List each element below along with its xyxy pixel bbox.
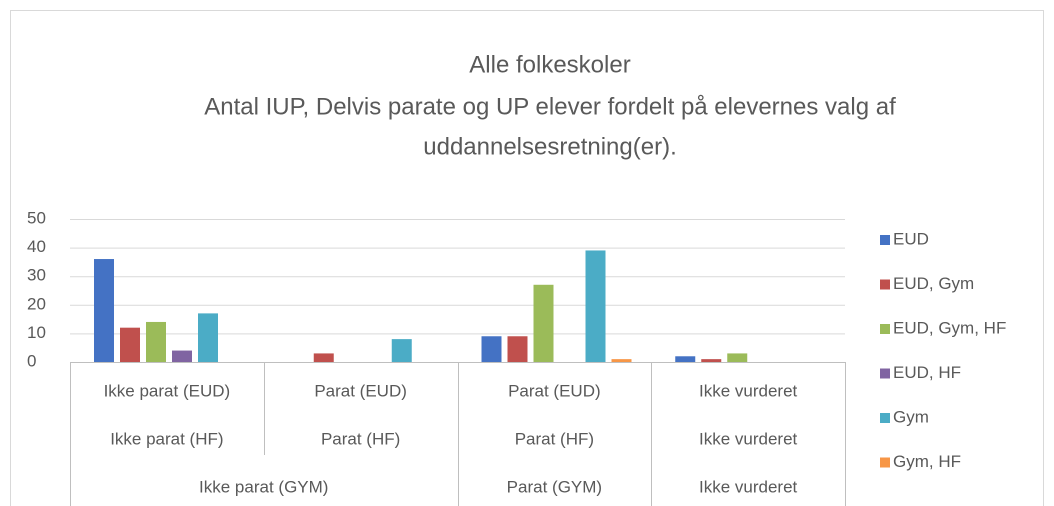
legend-swatch bbox=[880, 279, 890, 290]
legend-label: EUD, Gym bbox=[893, 274, 974, 293]
x-tick-label-level3: Parat (GYM) bbox=[507, 477, 602, 496]
x-tick-label-level3: Ikke parat (GYM) bbox=[199, 477, 328, 496]
bar bbox=[481, 336, 502, 362]
x-tick-label-level2: Ikke parat (HF) bbox=[110, 429, 223, 448]
chart-border bbox=[10, 10, 1044, 506]
x-tick-label-level2: Parat (HF) bbox=[515, 429, 594, 448]
legend-label: Gym bbox=[893, 407, 929, 426]
x-tick-label: Parat (EUD) bbox=[314, 381, 407, 400]
y-tick-label: 50 bbox=[27, 208, 46, 227]
bar bbox=[198, 313, 218, 362]
bar bbox=[727, 353, 748, 362]
bar bbox=[533, 284, 554, 362]
legend-label: Gym, HF bbox=[893, 452, 961, 471]
bar bbox=[172, 350, 192, 362]
legend-label: EUD, HF bbox=[893, 363, 961, 382]
legend-swatch bbox=[880, 368, 890, 379]
legend-swatch bbox=[880, 457, 890, 468]
bar bbox=[146, 321, 166, 362]
chart-subtitle: uddannelsesretning(er). bbox=[423, 133, 677, 160]
x-tick-label-level3: Ikke vurderet bbox=[699, 477, 798, 496]
bar bbox=[507, 336, 528, 362]
x-tick-label: Ikke parat (EUD) bbox=[104, 381, 231, 400]
bar bbox=[120, 327, 140, 362]
bar bbox=[313, 353, 334, 362]
bar bbox=[391, 339, 412, 362]
legend-label: EUD bbox=[893, 229, 929, 248]
x-tick-label: Ikke vurderet bbox=[699, 381, 798, 400]
y-tick-label: 40 bbox=[27, 237, 46, 256]
chart-subtitle: Antal IUP, Delvis parate og UP elever fo… bbox=[204, 93, 896, 120]
y-tick-label: 10 bbox=[27, 323, 46, 342]
y-tick-label: 0 bbox=[27, 351, 36, 370]
x-tick-label-level2: Ikke vurderet bbox=[699, 429, 798, 448]
legend-swatch bbox=[880, 413, 890, 423]
legend-swatch bbox=[880, 235, 890, 245]
legend-swatch bbox=[880, 324, 890, 334]
bar bbox=[611, 359, 632, 362]
bar bbox=[585, 250, 606, 362]
bar bbox=[701, 359, 722, 362]
y-tick-label: 20 bbox=[27, 294, 46, 313]
y-tick-label: 30 bbox=[27, 266, 46, 285]
bar bbox=[675, 356, 696, 362]
legend-label: EUD, Gym, HF bbox=[893, 318, 1006, 337]
x-tick-label: Parat (EUD) bbox=[508, 381, 601, 400]
chart-title: Alle folkeskoler bbox=[469, 51, 630, 78]
bar bbox=[94, 259, 114, 362]
x-tick-label-level2: Parat (HF) bbox=[321, 429, 400, 448]
